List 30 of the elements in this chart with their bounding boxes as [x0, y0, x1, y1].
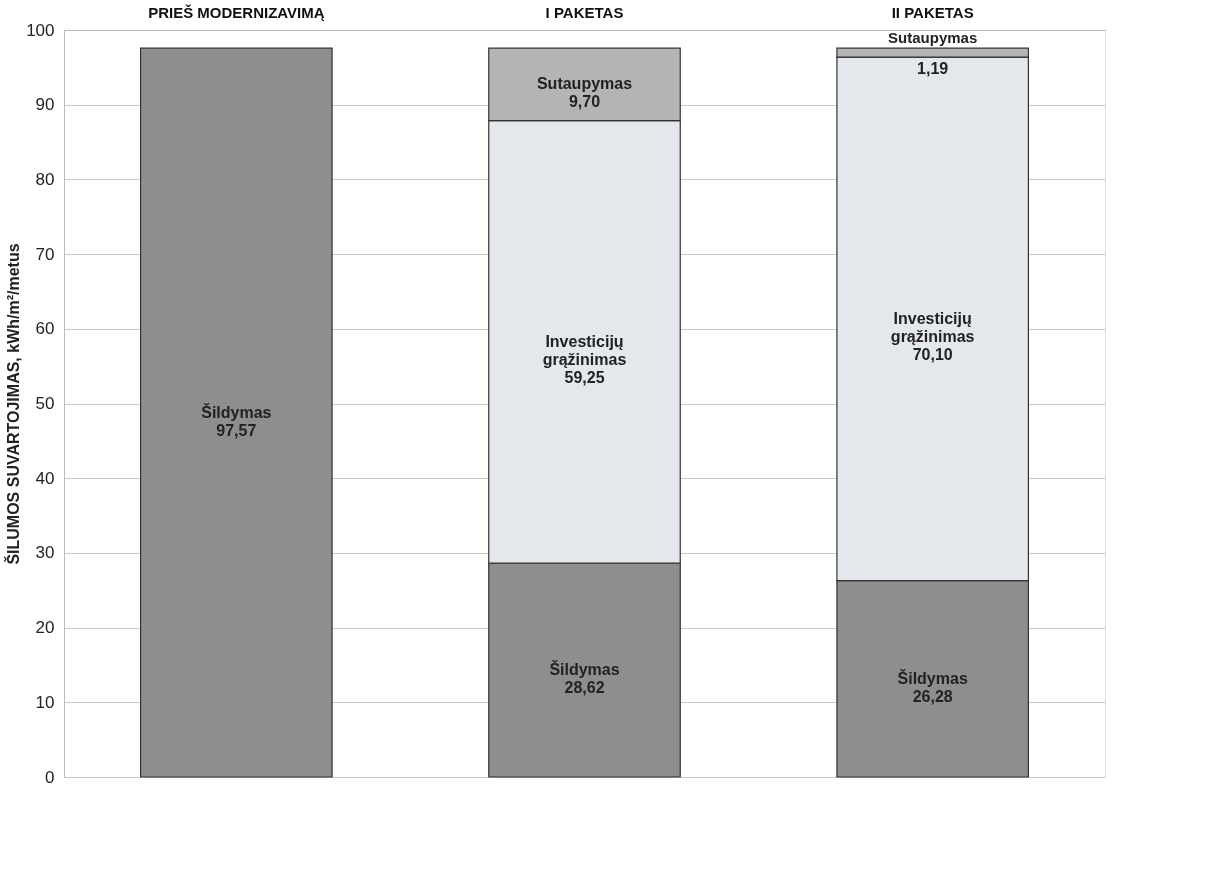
data-label: 1,19: [917, 60, 949, 78]
y-tick-label: 40: [35, 468, 55, 488]
x-tick-label: PRIEŠ MODERNIZAVIMĄ: [148, 3, 325, 21]
y-tick-label: 90: [35, 95, 55, 115]
y-tick-label: 50: [35, 394, 55, 413]
x-tick-label: I PAKETAS: [545, 3, 624, 21]
text: Šildymas: [897, 669, 968, 687]
data-label: 26,28: [912, 687, 953, 705]
bar: [140, 47, 333, 778]
y-tick-label: 100: [26, 20, 55, 40]
x-tick-label: II PAKETAS: [891, 3, 974, 21]
y-tick-label: 30: [35, 543, 55, 563]
data-label: 70,10: [912, 345, 953, 363]
data-label: 59,25: [564, 368, 605, 386]
y-tick-label: 10: [35, 692, 55, 712]
text: Šildymas: [549, 661, 620, 679]
series-label: Investicijų grąžinimas: [542, 332, 627, 368]
y-tick-label: 60: [35, 319, 55, 339]
y-tick-label: 0: [45, 767, 55, 787]
data-label: 28,62: [564, 679, 605, 697]
text: Sutaupymas: [536, 75, 633, 93]
data-label: 9,70: [568, 93, 601, 111]
series-label: Šildymas: [201, 402, 272, 421]
data-label: 97,57: [216, 421, 257, 439]
text: Investicijų grąžinimas: [890, 309, 975, 345]
y-tick-label: 80: [35, 169, 55, 189]
y-tick-label: 70: [35, 244, 55, 264]
y-axis-title: ŠILUMOS SUVARTOJIMAS, kWh/m²/metus: [4, 243, 23, 565]
y-tick-label: 20: [35, 618, 55, 638]
series-label: Sutaupymas: [888, 29, 978, 47]
